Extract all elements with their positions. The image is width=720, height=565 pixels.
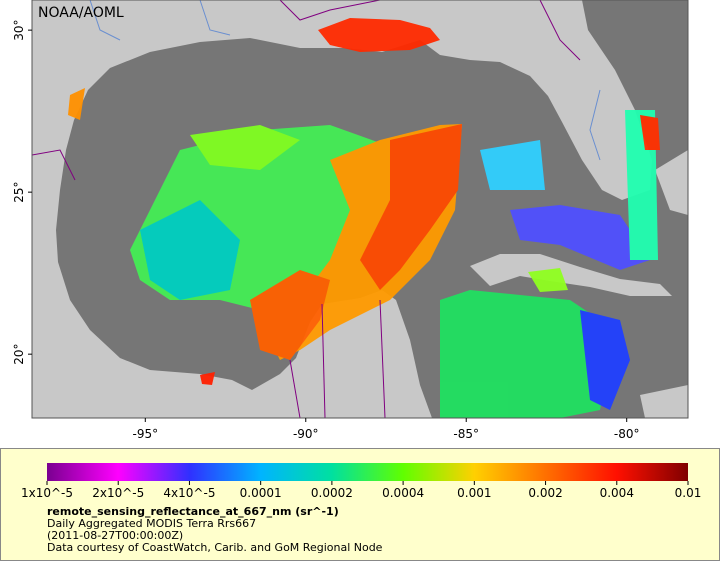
y-tick-label: 20°	[12, 344, 26, 365]
land	[470, 254, 672, 296]
colorbar-label: 0.01	[675, 486, 702, 500]
colorbar-label: 0.0001	[240, 486, 282, 500]
colorbar-label: 0.0004	[382, 486, 424, 500]
product: Daily Aggregated MODIS Terra Rrs667	[47, 517, 256, 530]
border	[32, 0, 581, 418]
land	[655, 150, 688, 215]
map-credit: NOAA/AOML	[38, 5, 124, 21]
data-credit: Data courtesy of CoastWatch, Carib. and …	[47, 541, 383, 554]
colorbar-label: 1x10^-5	[21, 486, 73, 500]
colorbar-label: 4x10^-5	[163, 486, 215, 500]
data-swath	[68, 18, 660, 418]
x-tick-label: -80°	[614, 427, 640, 441]
y-tick-label: 25°	[12, 182, 26, 203]
map-frame	[31, 0, 689, 419]
colorbar-label: 0.001	[457, 486, 491, 500]
y-tick-label: 30°	[12, 19, 26, 40]
colorbar-label: 2x10^-5	[92, 486, 144, 500]
variable-name: remote_sensing_reflectance_at_667_nm (sr…	[47, 505, 339, 518]
river	[89, 0, 601, 161]
colorbar-label: 0.004	[600, 486, 634, 500]
x-tick-label: -95°	[132, 427, 158, 441]
land	[32, 0, 652, 418]
colorbar-label: 0.002	[528, 486, 562, 500]
colorbar	[47, 463, 688, 481]
land	[640, 385, 688, 418]
x-tick-label: -85°	[453, 427, 479, 441]
x-tick-label: -90°	[293, 427, 319, 441]
time: (2011-08-27T00:00:00Z)	[47, 529, 183, 542]
map	[32, 0, 688, 418]
colorbar-label: 0.0002	[311, 486, 353, 500]
